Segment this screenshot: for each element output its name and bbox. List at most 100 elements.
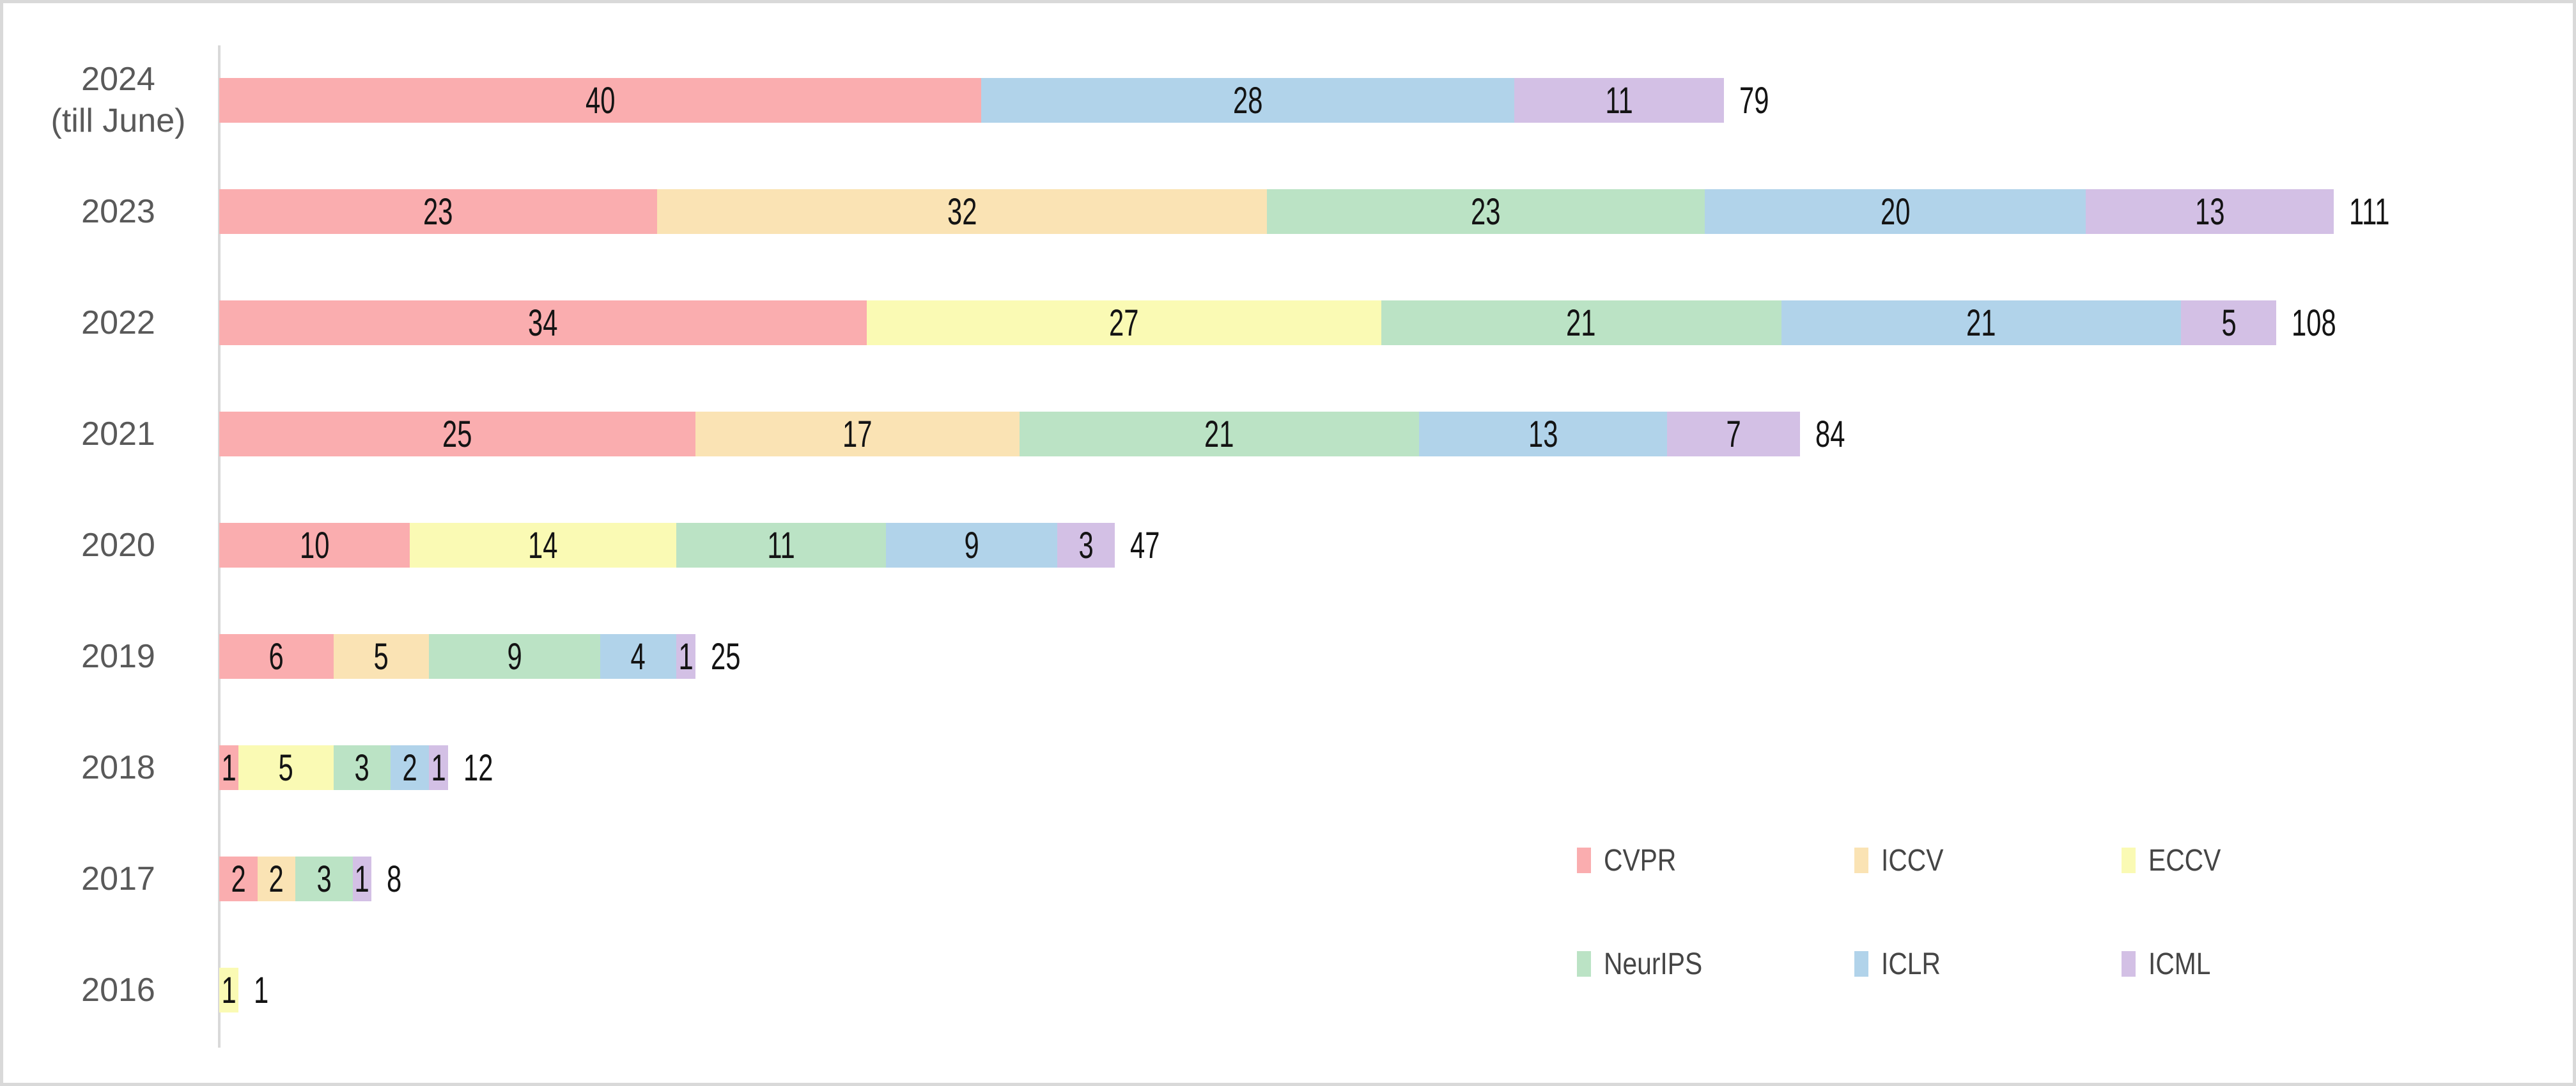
eccv-swatch-icon xyxy=(2122,848,2136,873)
bar-segment-value: 2 xyxy=(231,858,246,900)
bar-total-label: 108 xyxy=(2292,300,2354,345)
bar-segment-neurips: 21 xyxy=(1019,412,1420,456)
bar-segment-iclr: 20 xyxy=(1705,189,2086,234)
legend-item-iclr: ICLR xyxy=(1854,947,2122,981)
bar-segment-cvpr: 34 xyxy=(219,300,867,345)
cvpr-swatch-icon xyxy=(1577,848,1591,873)
axis-category-label: 2017 xyxy=(16,841,221,917)
bar-segment-eccv: 5 xyxy=(238,745,334,790)
bar-segment-iclr: 28 xyxy=(981,78,1515,123)
bar-segment-value: 1 xyxy=(678,635,694,678)
bar-total-value: 79 xyxy=(1739,79,1769,121)
bar-segment-value: 10 xyxy=(299,524,330,566)
bar-segment-value: 28 xyxy=(1232,79,1263,121)
bar-segment-eccv: 1 xyxy=(219,968,238,1012)
axis-category-label: 2021 xyxy=(16,396,221,472)
legend: CVPR ICCV ECCV NeurIPS ICLR ICML xyxy=(1577,844,2233,981)
bar-segment-value: 2 xyxy=(268,858,284,900)
icml-swatch-icon xyxy=(2122,951,2136,977)
bar-segment-value: 34 xyxy=(528,302,558,344)
axis-category-label-line: 2020 xyxy=(81,526,155,564)
bar-total-value: 25 xyxy=(711,635,741,678)
bar-segment-value: 27 xyxy=(1109,302,1139,344)
bar-segment-value: 23 xyxy=(1471,190,1501,233)
bar-total-value: 1 xyxy=(253,969,269,1011)
bar-segment-value: 5 xyxy=(373,635,389,678)
bar-segment-cvpr: 2 xyxy=(219,857,258,901)
iccv-swatch-icon xyxy=(1854,848,1868,873)
bar-segment-icml: 1 xyxy=(676,634,695,679)
bar-segment-cvpr: 40 xyxy=(219,78,981,123)
bar-segment-value: 17 xyxy=(842,413,873,455)
axis-category-label: 2024 (till June) xyxy=(16,61,221,139)
bar-segment-value: 32 xyxy=(947,190,977,233)
bar-total-label: 84 xyxy=(1815,412,1857,456)
bar-segment-value: 3 xyxy=(1078,524,1094,566)
legend-label: NeurIPS xyxy=(1604,947,1703,981)
axis-category-label-line: 2023 xyxy=(81,192,155,230)
axis-category-label-line: 2024 xyxy=(81,61,155,98)
bar-segment-value: 14 xyxy=(528,524,558,566)
bar-total-value: 8 xyxy=(387,858,402,900)
legend-item-eccv: ECCV xyxy=(2122,844,2233,878)
axis-category-label: 2022 xyxy=(16,284,221,361)
axis-category-label: 2016 xyxy=(16,952,221,1028)
bar-segment-cvpr: 6 xyxy=(219,634,334,679)
axis-category-label: 2019 xyxy=(16,618,221,695)
axis-category-label: 2020 xyxy=(16,507,221,584)
axis-category-label: 2023 xyxy=(16,173,221,250)
bar-segment-iclr: 13 xyxy=(1419,412,1667,456)
neurips-swatch-icon xyxy=(1577,951,1591,977)
bar-segment-icml: 7 xyxy=(1666,412,1801,456)
bar-total-label: 1 xyxy=(254,968,274,1012)
bar-segment-value: 21 xyxy=(1966,302,1996,344)
bar-segment-iclr: 4 xyxy=(600,634,677,679)
bar-segment-value: 21 xyxy=(1566,302,1596,344)
legend-item-icml: ICML xyxy=(2122,947,2233,981)
bar-segment-value: 3 xyxy=(316,858,332,900)
bar-total-value: 47 xyxy=(1129,524,1160,566)
bar-segment-value: 1 xyxy=(431,747,446,789)
bar-segment-neurips: 3 xyxy=(333,745,391,790)
axis-category-label: 2018 xyxy=(16,729,221,806)
bar-segment-icml: 1 xyxy=(428,745,448,790)
bar-segment-neurips: 23 xyxy=(1267,189,1705,234)
legend-label: ICML xyxy=(2148,947,2211,981)
bar-segment-value: 40 xyxy=(585,79,616,121)
bar-segment-neurips: 3 xyxy=(295,857,353,901)
bar-segment-iccv: 2 xyxy=(257,857,296,901)
legend-item-neurips: NeurIPS xyxy=(1577,947,1854,981)
bar-segment-value: 13 xyxy=(2194,190,2225,233)
bar-segment-eccv: 27 xyxy=(867,300,1381,345)
bar-segment-value: 25 xyxy=(442,413,472,455)
bar-segment-iclr: 21 xyxy=(1781,300,2182,345)
bar-segment-icml: 11 xyxy=(1514,78,1725,123)
bar-segment-value: 20 xyxy=(1881,190,1911,233)
bar-segment-value: 3 xyxy=(354,747,370,789)
bar-segment-cvpr: 1 xyxy=(219,745,238,790)
bar-segment-icml: 13 xyxy=(2086,189,2334,234)
bar-segment-neurips: 9 xyxy=(428,634,600,679)
bar-segment-icml: 5 xyxy=(2181,300,2277,345)
bar-total-label: 111 xyxy=(2349,189,2405,234)
bar-segment-icml: 1 xyxy=(352,857,372,901)
bar-segment-value: 1 xyxy=(221,969,237,1011)
bar-segment-icml: 3 xyxy=(1057,523,1115,568)
axis-category-label-line: 2019 xyxy=(81,637,155,675)
bar-segment-value: 4 xyxy=(630,635,646,678)
axis-category-label-line: (till June) xyxy=(50,102,186,139)
bar-total-value: 108 xyxy=(2292,302,2337,344)
bar-segment-value: 11 xyxy=(1605,79,1633,121)
bar-segment-iccv: 5 xyxy=(333,634,429,679)
bar-total-value: 84 xyxy=(1815,413,1845,455)
bar-segment-value: 6 xyxy=(268,635,284,678)
bar-segment-value: 9 xyxy=(507,635,522,678)
axis-category-label-line: 2018 xyxy=(81,749,155,786)
bar-segment-cvpr: 23 xyxy=(219,189,658,234)
bar-segment-value: 23 xyxy=(423,190,453,233)
bar-total-label: 12 xyxy=(463,745,505,790)
legend-label: ICLR xyxy=(1881,947,1941,981)
bar-total-value: 12 xyxy=(463,747,493,789)
bar-total-value: 111 xyxy=(2348,190,2390,233)
